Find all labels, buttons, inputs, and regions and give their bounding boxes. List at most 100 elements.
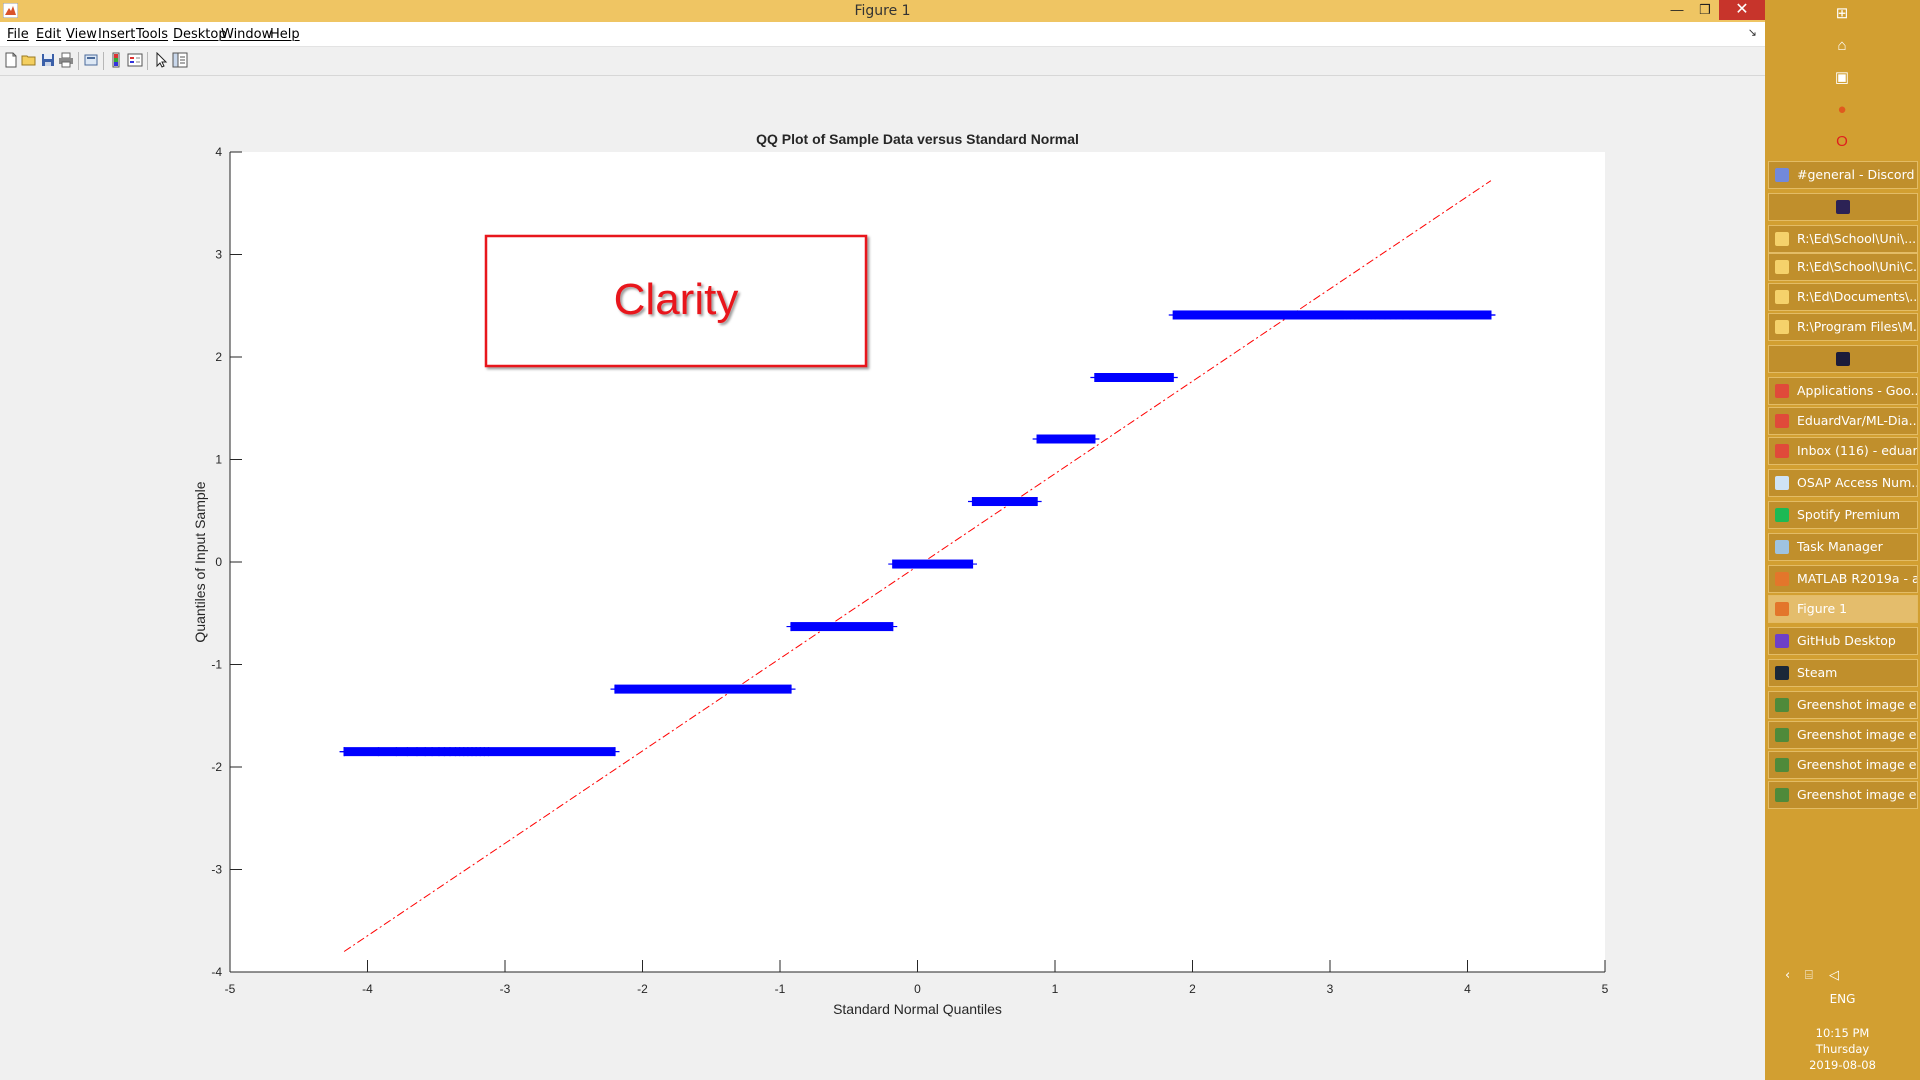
- volume-icon[interactable]: ◁: [1829, 968, 1839, 983]
- menu-insert[interactable]: Insert: [98, 27, 136, 42]
- x-tick-label: -5: [225, 982, 236, 996]
- colorbar-icon[interactable]: [108, 52, 124, 68]
- data-point: [339, 747, 349, 757]
- taskbar-task-label: Greenshot image e...: [1797, 757, 1918, 772]
- y-tick-label: 3: [215, 248, 222, 262]
- x-tick-label: 3: [1327, 982, 1334, 996]
- taskbar-task[interactable]: [1768, 345, 1918, 373]
- taskbar-task[interactable]: EduardVar/ML-Dia...: [1768, 407, 1918, 435]
- system-tray: ‹ ⌸ ◁ ENG 10:15 PM Thursday 2019-08-08: [1765, 960, 1920, 1080]
- menu-window[interactable]: Window: [221, 27, 273, 42]
- folder-icon: [1775, 232, 1789, 246]
- taskbar-task[interactable]: Greenshot image e...: [1768, 691, 1918, 719]
- home-icon[interactable]: ⌂: [1837, 37, 1847, 54]
- data-segment: [615, 684, 791, 694]
- chrome-icon: [1775, 444, 1789, 458]
- folder-icon: [1775, 290, 1789, 304]
- taskbar-task[interactable]: Greenshot image e...: [1768, 751, 1918, 779]
- data-point: [1486, 310, 1496, 320]
- taskbar-task-label: #general - Discord: [1797, 167, 1915, 182]
- menu-view[interactable]: View: [66, 27, 97, 42]
- matlab-icon: [1775, 572, 1789, 586]
- data-segment-core: [1173, 310, 1344, 320]
- taskbar-task[interactable]: R:\Ed\Documents\...: [1768, 283, 1918, 311]
- clock-time[interactable]: 10:15 PM: [1815, 1026, 1870, 1040]
- taskbar-task[interactable]: Applications - Goo...: [1768, 377, 1918, 405]
- data-point: [374, 747, 383, 757]
- menu-desktop[interactable]: Desktop: [173, 27, 227, 42]
- taskbar-task[interactable]: R:\Ed\School\Uni\...: [1768, 225, 1918, 253]
- taskbar-task-label: MATLAB R2019a - a...: [1797, 571, 1917, 586]
- y-tick-label: 0: [215, 555, 222, 569]
- network-icon[interactable]: ▣: [1834, 69, 1850, 86]
- data-point: [968, 497, 977, 507]
- print-preview-icon[interactable]: [83, 52, 99, 68]
- folder-icon: [1775, 320, 1789, 334]
- greenshot-icon: [1775, 728, 1789, 742]
- network-status-icon[interactable]: ⌸: [1805, 968, 1813, 983]
- start-icon[interactable]: ⊞: [1835, 5, 1849, 22]
- y-tick-label: 4: [215, 145, 222, 159]
- data-point: [1090, 434, 1100, 444]
- menu-edit[interactable]: Edit: [36, 27, 62, 42]
- input-language[interactable]: ENG: [1829, 992, 1856, 1006]
- taskbar-task[interactable]: Steam: [1768, 659, 1918, 687]
- eclipse-icon: [1836, 200, 1850, 214]
- data-point: [888, 559, 898, 569]
- taskbar-task[interactable]: #general - Discord: [1768, 161, 1918, 189]
- taskbar-task[interactable]: Inbox (116) - eduar...: [1768, 437, 1918, 465]
- taskbar-task[interactable]: Task Manager: [1768, 533, 1918, 561]
- clarity-annotation[interactable]: Clarity: [484, 234, 868, 368]
- taskbar-task[interactable]: Figure 1: [1768, 595, 1918, 623]
- taskbar-task-label: Steam: [1797, 665, 1838, 680]
- taskbar-task-label: R:\Ed\School\Uni\C...: [1797, 259, 1918, 274]
- taskbar-task[interactable]: Greenshot image e...: [1768, 781, 1918, 809]
- title-bar[interactable]: Figure 1 — ❒ ✕: [0, 0, 1765, 22]
- dock-figure-icon[interactable]: ↘: [1747, 27, 1757, 39]
- opera-icon[interactable]: O: [1836, 133, 1848, 150]
- taskbar-task[interactable]: Spotify Premium: [1768, 501, 1918, 529]
- maximize-button[interactable]: ❒: [1699, 2, 1711, 17]
- y-tick-label: -2: [211, 760, 222, 774]
- menu-tools[interactable]: Tools: [136, 27, 169, 42]
- taskbar-task[interactable]: OSAP Access Num...: [1768, 469, 1918, 497]
- menu-file[interactable]: File: [7, 27, 29, 42]
- x-tick-label: -3: [500, 982, 511, 996]
- taskbar-task[interactable]: MATLAB R2019a - a...: [1768, 565, 1918, 593]
- github-icon: [1775, 634, 1789, 648]
- firefox-icon[interactable]: ●: [1837, 101, 1847, 118]
- open-file-icon[interactable]: [21, 52, 37, 68]
- taskbar-task[interactable]: Greenshot image e...: [1768, 721, 1918, 749]
- minimize-button[interactable]: —: [1670, 2, 1684, 17]
- x-tick-label: -1: [775, 982, 786, 996]
- chart-title: QQ Plot of Sample Data versus Standard N…: [756, 131, 1079, 147]
- notepad-icon: [1775, 476, 1789, 490]
- menu-help[interactable]: Help: [270, 27, 300, 42]
- data-point: [1413, 310, 1423, 320]
- taskbar-task[interactable]: [1768, 193, 1918, 221]
- save-icon[interactable]: [40, 52, 56, 68]
- data-point: [1434, 310, 1444, 320]
- taskbar-task[interactable]: R:\Program Files\M...: [1768, 313, 1918, 341]
- print-icon[interactable]: [58, 52, 74, 68]
- taskbar-task-label: Inbox (116) - eduar...: [1797, 443, 1918, 458]
- taskbar-task[interactable]: R:\Ed\School\Uni\C...: [1768, 253, 1918, 281]
- data-point: [610, 684, 620, 694]
- property-inspector-icon[interactable]: [172, 52, 188, 68]
- matlab-icon: [3, 3, 18, 18]
- greenshot-icon: [1775, 758, 1789, 772]
- tray-expand-icon[interactable]: ‹: [1785, 968, 1791, 983]
- x-tick-label: 0: [914, 982, 921, 996]
- taskbar-task-label: R:\Ed\School\Uni\...: [1797, 231, 1917, 246]
- new-figure-icon[interactable]: [3, 52, 19, 68]
- taskbar-task[interactable]: GitHub Desktop: [1768, 627, 1918, 655]
- figure-canvas: -5 -4 -3 -2 -1 0 1 2 3 4 5 -4 -3 -2 -1 0 1 2 3 4 QQ Plot of…: [0, 76, 1765, 1080]
- data-point: [1423, 310, 1433, 320]
- data-segment: [972, 497, 1038, 507]
- data-point: [610, 747, 620, 757]
- data-point: [484, 747, 493, 757]
- close-button[interactable]: ✕: [1719, 0, 1765, 20]
- legend-icon[interactable]: [127, 52, 143, 68]
- edit-pointer-icon[interactable]: [153, 52, 169, 68]
